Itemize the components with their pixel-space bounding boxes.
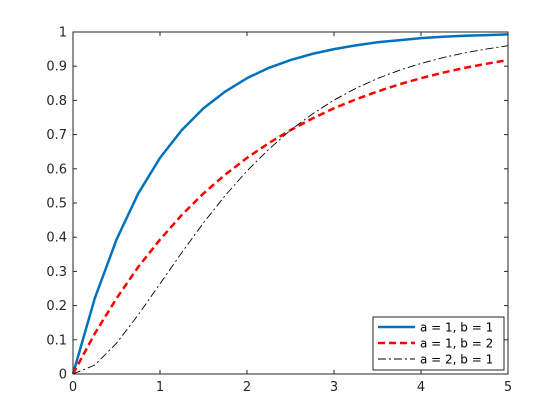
x-tick-label: 0 bbox=[69, 380, 77, 395]
y-tick-label: 0.7 bbox=[46, 128, 67, 143]
legend-label-2: a = 1, b = 2 bbox=[420, 337, 493, 351]
y-tick-label: 0.3 bbox=[46, 265, 67, 280]
x-tick-label: 4 bbox=[417, 380, 425, 395]
series-line-3 bbox=[72, 45, 509, 375]
x-tick-label: 1 bbox=[156, 380, 164, 395]
series-lines bbox=[71, 33, 509, 375]
legend-label-1: a = 1, b = 1 bbox=[420, 321, 493, 335]
y-tick-label: 0.8 bbox=[46, 94, 67, 109]
x-tick-label: 3 bbox=[330, 380, 338, 395]
y-tick-label: 0.9 bbox=[46, 60, 67, 75]
y-tick-label: 0.4 bbox=[46, 231, 67, 246]
y-tick-label: 0.5 bbox=[46, 197, 67, 212]
ticks: 0 1 2 3 4 5 0 0.1 0.2 0.3 0.4 0.5 0.6 0.7 0.8 0.9 1 bbox=[46, 26, 512, 396]
legend: a = 1, b = 1 a = 1, b = 2 a = 2, b = 1 bbox=[372, 316, 505, 371]
y-tick-label: 0.1 bbox=[46, 333, 67, 348]
y-tick-label: 0 bbox=[59, 368, 67, 383]
legend-label-3: a = 2, b = 1 bbox=[420, 353, 493, 367]
series-line-2 bbox=[71, 58, 509, 375]
x-tick-label: 2 bbox=[243, 380, 251, 395]
y-tick-label: 0.6 bbox=[46, 162, 67, 177]
series-line-1 bbox=[71, 33, 509, 375]
y-tick-label: 0.2 bbox=[46, 299, 67, 314]
y-tick-label: 1 bbox=[59, 26, 67, 41]
x-tick-label: 5 bbox=[504, 380, 512, 395]
